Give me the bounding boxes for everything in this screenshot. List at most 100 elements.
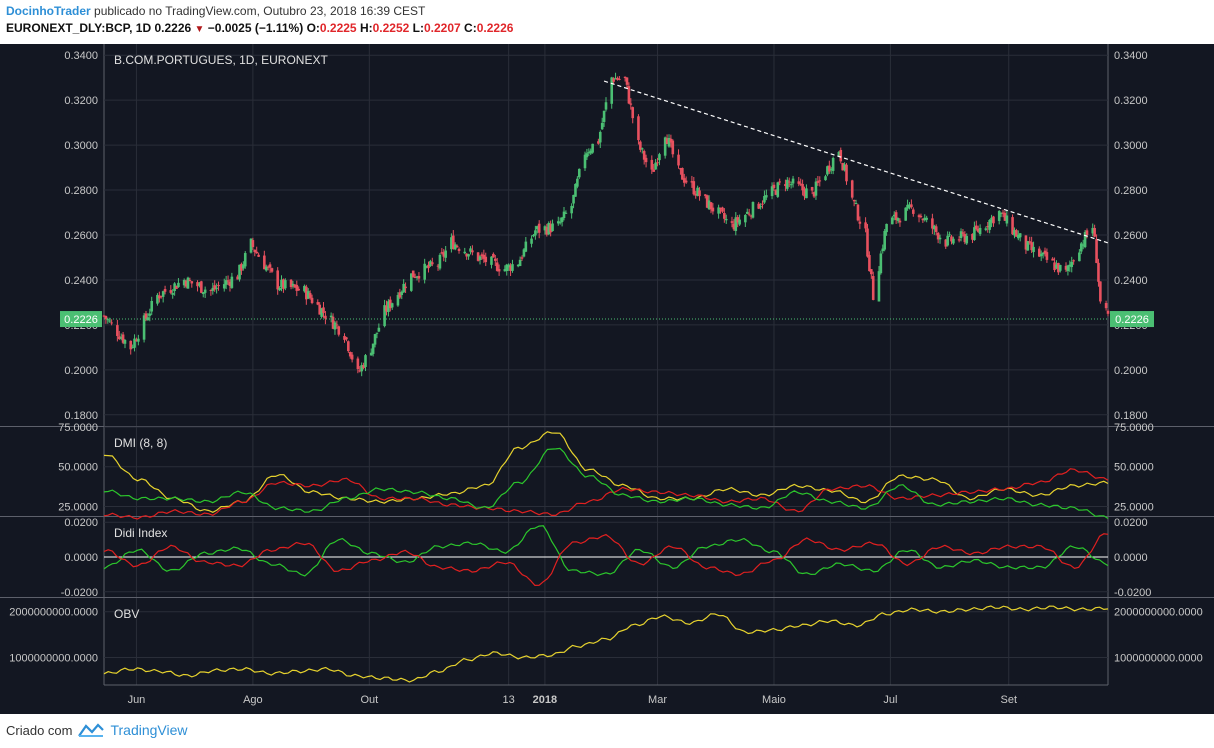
candle-body [190,281,194,284]
candle-body [289,279,293,288]
last-price-label-left: 0.2226 [64,314,98,326]
candle-body [805,188,808,199]
candle-body [347,341,350,352]
candle-body [787,181,791,183]
candle-body [404,286,407,289]
candle-body [1099,281,1102,302]
candle-body [1045,252,1049,260]
candle-body [803,188,806,197]
candle-body [770,186,774,197]
y-tick-label-right: 0.2600 [1114,230,1148,242]
candle-body [369,352,373,356]
candle-body [665,138,669,144]
candle-body [551,223,554,232]
candle-body [520,257,524,259]
candle-body [1058,264,1062,271]
candle-body [306,291,310,299]
candle-body [629,103,633,105]
candle-body [721,207,724,212]
candle-body [612,78,615,82]
candle-body [320,308,323,317]
candle-body [547,222,551,235]
candle-body [879,253,883,274]
y-tick-label-left: 0.3000 [64,140,98,152]
candle-body [268,264,272,268]
candle-body [734,217,738,232]
candle-body [917,215,921,218]
candle-body [438,254,442,269]
candle-body [839,149,843,162]
candle-body [698,190,701,197]
candle-body [249,238,253,253]
candle-body [423,263,426,280]
candle-body [644,157,648,163]
candle-body [751,201,755,218]
candle-body [146,317,150,321]
candle-body [431,262,434,265]
chart-canvas[interactable]: Jun Ago Out 13 2018 Mar Maio Jul Set 0.3400 0.3400… [0,44,1214,714]
candle-body [209,290,213,292]
candle-body [826,166,829,175]
candle-body [1015,230,1018,237]
tradingview-brand[interactable]: TradingView [110,722,188,738]
candle-body [640,148,644,150]
candle-body [682,178,686,183]
candle-body [440,252,444,254]
candle-body [396,295,400,306]
candle-body [650,159,654,170]
candle-body [667,137,671,147]
x-tick-label: Set [1000,694,1017,706]
candle-body [413,277,417,279]
y-tick-label-left: 1000000000.0000 [9,653,98,665]
candle-body [524,241,528,252]
candle-body [679,168,682,170]
candle-body [852,199,856,202]
candle-body [789,184,793,186]
candle-body [671,140,675,155]
candle-body [335,324,339,326]
y-tick-label-right: -0.0200 [1114,587,1151,599]
candle-body [497,268,501,272]
candle-body [845,164,848,182]
candle-body [707,200,711,210]
candle-body [856,204,860,221]
candle-body [663,137,667,156]
candle-body [1057,262,1060,273]
last-price-label-right: 0.2226 [1115,314,1149,326]
candle-body [217,285,220,287]
candle-body [385,305,388,312]
candle-body [1055,264,1058,269]
series-line-obv [103,605,1109,683]
high-label: H: [359,21,373,35]
candle-body [732,223,736,230]
candle-body [623,76,627,79]
candle-body [974,225,978,230]
candle-body [211,287,215,291]
candle-body [736,217,740,223]
candle-body [400,291,404,296]
indicator-title: Didi Index [114,526,167,540]
candle-body [1024,235,1028,250]
candle-body [681,168,684,180]
y-tick-label-left: 0.2000 [64,365,98,377]
y-tick-label-right: 0.3000 [1114,140,1148,152]
author-link[interactable]: DocinhoTrader [6,4,91,18]
candle-body [786,179,789,189]
tradingview-logo-icon[interactable] [78,722,105,738]
candle-body [866,228,869,257]
candle-body [280,279,283,288]
candle-body [992,216,995,224]
candle-body [425,266,428,268]
x-tick-label: Jun [128,694,146,706]
candle-body [390,303,394,308]
candle-body [116,325,119,336]
candle-body [658,154,661,161]
candle-body [1039,253,1043,257]
candle-body [999,213,1003,215]
candle-body [371,343,375,354]
candle-body [891,217,894,225]
candle-body [322,307,325,313]
candle-body [1032,246,1035,253]
candle-body [471,250,474,253]
candle-body [350,354,354,360]
